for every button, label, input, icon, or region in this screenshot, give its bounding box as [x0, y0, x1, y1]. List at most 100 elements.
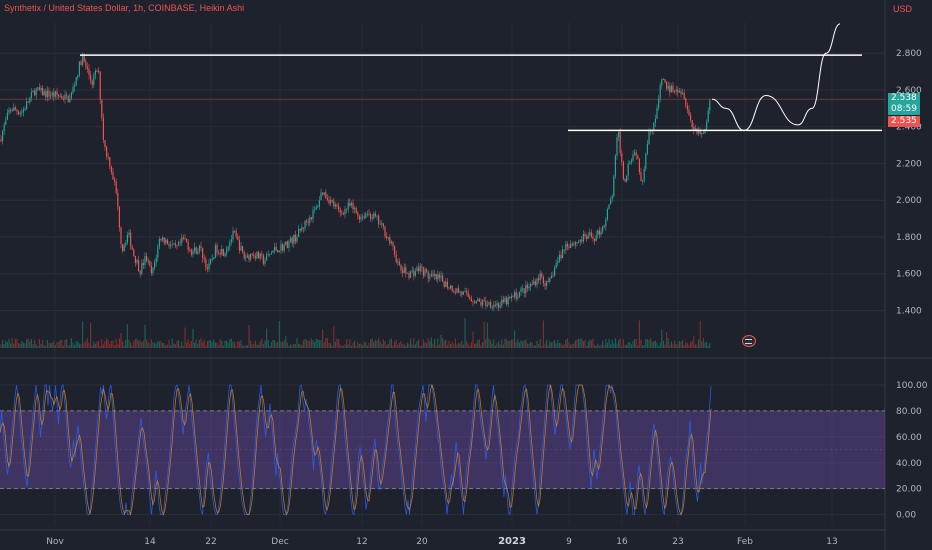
volume-bar	[48, 342, 50, 348]
candle-body	[254, 256, 256, 259]
volume-bar	[656, 342, 658, 348]
candle-body	[688, 109, 690, 116]
candle-body	[475, 301, 477, 304]
volume-bar	[606, 342, 608, 348]
volume-bar	[632, 341, 634, 348]
candle-body	[163, 237, 165, 244]
candle-body	[448, 287, 450, 289]
volume-bar	[384, 341, 386, 348]
volume-bar	[478, 339, 480, 348]
candle-body	[272, 250, 274, 253]
volume-bar	[635, 339, 637, 348]
volume-bar	[222, 345, 224, 348]
candle-body	[178, 242, 180, 246]
candle-body	[147, 260, 149, 262]
candle-body	[611, 196, 613, 200]
candle-body	[198, 245, 200, 252]
volume-bar	[74, 344, 76, 348]
candle-body	[410, 271, 412, 278]
volume-bar	[115, 339, 117, 348]
candle-body	[430, 273, 432, 277]
candle-body	[706, 122, 708, 129]
volume-bar	[366, 345, 368, 348]
volume-bar	[506, 339, 508, 348]
candle-body	[149, 260, 151, 266]
volume-bar	[194, 342, 196, 348]
volume-bar	[461, 340, 463, 348]
candle-body	[50, 95, 52, 97]
volume-bar	[554, 340, 556, 348]
volume-bar	[570, 344, 572, 348]
volume-bar	[264, 340, 266, 348]
candle-body	[259, 253, 261, 259]
volume-bar	[546, 339, 548, 348]
volume-bar	[357, 341, 359, 348]
volume-bar	[118, 338, 120, 348]
volume-bar	[131, 345, 133, 348]
candle-body	[694, 128, 696, 131]
volume-bar	[336, 338, 338, 348]
candle-body	[464, 291, 466, 292]
time-tick-label: 13	[826, 537, 837, 547]
candle-body	[291, 237, 293, 244]
candle-body	[86, 66, 88, 69]
candle-body	[45, 91, 47, 98]
volume-bar	[328, 343, 330, 348]
volume-bar	[189, 343, 191, 348]
volume-bar	[123, 345, 125, 348]
volume-bar	[198, 339, 200, 348]
volume-bar	[434, 338, 436, 348]
candle-body	[395, 254, 397, 263]
volume-bar	[509, 340, 511, 348]
candle-body	[478, 299, 480, 302]
candle-body	[406, 272, 408, 274]
volume-bar	[706, 341, 708, 348]
candle-body	[0, 139, 2, 142]
volume-bar	[64, 339, 66, 348]
candle-body	[85, 61, 87, 67]
candle-body	[330, 199, 332, 204]
navigation-flag-icon[interactable]	[742, 335, 756, 347]
volume-bar	[333, 326, 335, 348]
volume-bar	[99, 345, 101, 348]
volume-bar	[43, 345, 45, 348]
candle-body	[424, 269, 426, 276]
candle-body	[139, 271, 141, 274]
volume-bar	[75, 341, 77, 348]
candle-body	[362, 216, 364, 218]
candle-body	[320, 192, 322, 201]
volume-bar	[128, 339, 130, 348]
volume-bar	[696, 344, 698, 348]
candle-body	[690, 115, 692, 121]
candle-body	[339, 209, 341, 213]
candle-body	[58, 94, 60, 97]
candle-body	[512, 296, 514, 298]
candle-body	[379, 223, 381, 225]
volume-bar	[654, 340, 656, 348]
volume-bar	[688, 344, 690, 348]
candle-body	[528, 286, 530, 289]
candle-body	[675, 89, 677, 92]
candle-body	[16, 109, 18, 112]
stoch-tick-label: 80.00	[896, 407, 922, 417]
price-tick-label: 2.000	[896, 196, 922, 206]
volume-bar	[605, 338, 607, 348]
candle-body	[466, 291, 468, 293]
candle-body	[112, 172, 114, 180]
volume-bar	[16, 338, 18, 348]
candle-body	[382, 223, 384, 227]
volume-bar	[598, 345, 600, 348]
volume-bar	[373, 342, 375, 348]
volume-bar	[82, 321, 84, 348]
volume-bar	[174, 344, 176, 348]
candle-body	[186, 238, 188, 242]
volume-bar	[416, 341, 418, 348]
volume-bar	[339, 344, 341, 348]
volume-bar	[390, 338, 392, 348]
candle-body	[26, 101, 28, 110]
candle-body	[592, 236, 594, 239]
volume-bar	[690, 341, 692, 348]
volume-bar	[702, 338, 704, 348]
volume-bar	[323, 342, 325, 348]
